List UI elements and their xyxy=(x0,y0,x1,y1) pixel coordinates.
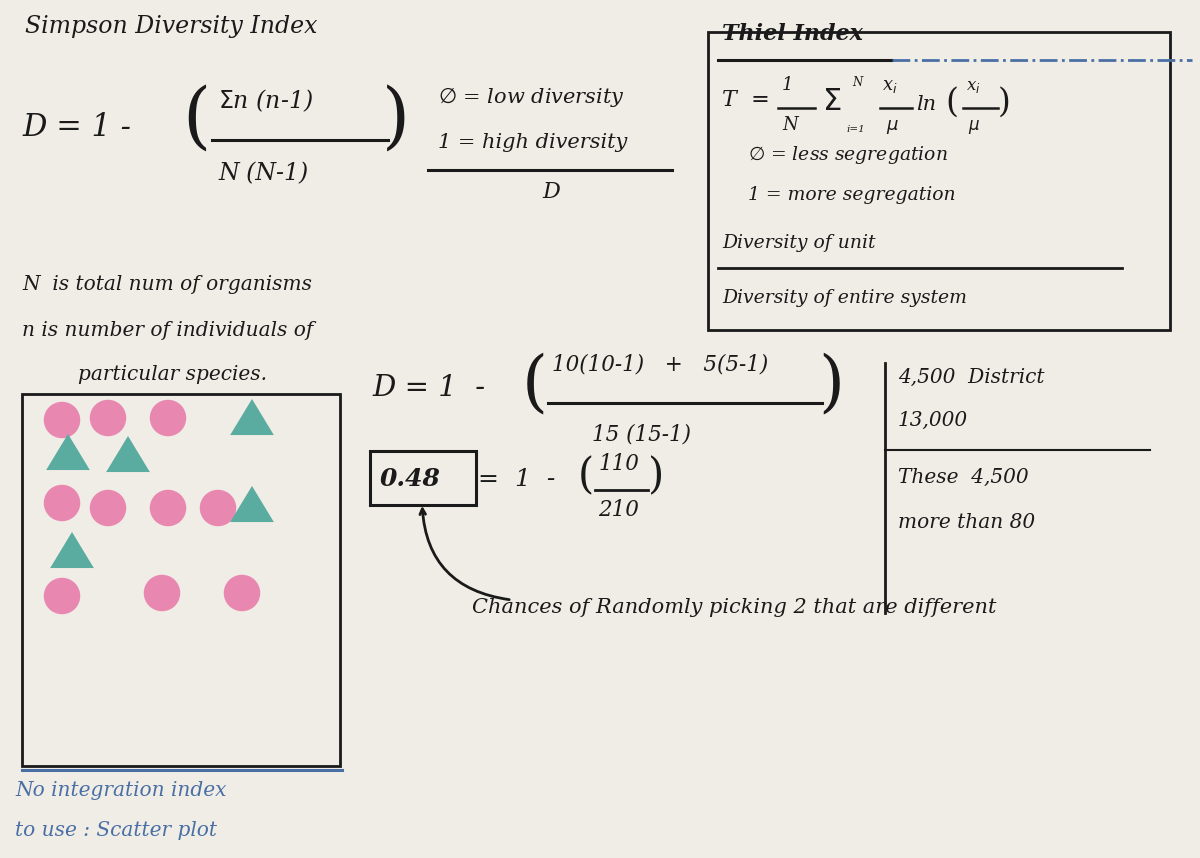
Text: Simpson Diversity Index: Simpson Diversity Index xyxy=(25,15,318,38)
Text: ln: ln xyxy=(916,95,936,114)
Text: 0.48: 0.48 xyxy=(380,467,440,491)
Text: ): ) xyxy=(382,84,410,155)
Circle shape xyxy=(91,491,125,525)
Text: No integration index: No integration index xyxy=(14,781,227,800)
Text: N: N xyxy=(852,76,863,89)
Polygon shape xyxy=(108,438,148,471)
Text: x$_i$: x$_i$ xyxy=(882,77,898,95)
Text: ): ) xyxy=(648,455,665,497)
Text: =  1  -: = 1 - xyxy=(478,468,556,491)
Text: N  is total num of organisms: N is total num of organisms xyxy=(22,275,312,294)
Text: D = 1 -: D = 1 - xyxy=(22,112,131,143)
Polygon shape xyxy=(232,401,272,434)
Text: x$_i$: x$_i$ xyxy=(966,78,980,95)
Text: 1 = more segregation: 1 = more segregation xyxy=(748,186,955,204)
Text: ): ) xyxy=(998,87,1010,119)
Circle shape xyxy=(91,401,125,435)
Circle shape xyxy=(46,486,79,520)
Text: $\emptyset$ = low diversity: $\emptyset$ = low diversity xyxy=(438,85,625,109)
Text: ): ) xyxy=(818,352,844,417)
Text: i=1: i=1 xyxy=(846,125,865,134)
Text: particular species.: particular species. xyxy=(78,365,266,384)
Text: $\emptyset$ = less segregation: $\emptyset$ = less segregation xyxy=(748,144,948,166)
Text: (: ( xyxy=(578,455,594,497)
Circle shape xyxy=(226,576,259,610)
Polygon shape xyxy=(48,436,88,469)
Circle shape xyxy=(46,579,79,613)
Polygon shape xyxy=(52,534,92,567)
Text: 210: 210 xyxy=(598,499,638,521)
Text: 15 (15-1): 15 (15-1) xyxy=(592,423,691,445)
Text: to use : Scatter plot: to use : Scatter plot xyxy=(14,821,217,840)
Text: D = 1  -: D = 1 - xyxy=(372,374,485,402)
Text: T  =: T = xyxy=(722,89,769,111)
Circle shape xyxy=(145,576,179,610)
Text: Diversity of entire system: Diversity of entire system xyxy=(722,289,967,307)
Text: These  4,500: These 4,500 xyxy=(898,468,1028,487)
Circle shape xyxy=(46,403,79,437)
Text: $\mu$: $\mu$ xyxy=(886,118,899,136)
Text: 1: 1 xyxy=(782,76,793,94)
Text: $\Sigma$: $\Sigma$ xyxy=(822,86,841,117)
Text: Thiel Index: Thiel Index xyxy=(722,23,863,45)
Text: $\mu$: $\mu$ xyxy=(968,118,980,136)
Text: 4,500  District: 4,500 District xyxy=(898,368,1044,387)
Text: Diversity of unit: Diversity of unit xyxy=(722,234,876,252)
Text: N (N-1): N (N-1) xyxy=(218,162,308,185)
Circle shape xyxy=(151,491,185,525)
Text: (: ( xyxy=(522,352,548,417)
Circle shape xyxy=(202,491,235,525)
Text: Chances of Randomly picking 2 that are different: Chances of Randomly picking 2 that are d… xyxy=(472,598,996,617)
Text: n is number of individuals of: n is number of individuals of xyxy=(22,321,313,340)
Text: 1 = high diversity: 1 = high diversity xyxy=(438,133,628,152)
Polygon shape xyxy=(232,488,272,521)
Circle shape xyxy=(151,401,185,435)
Text: 13,000: 13,000 xyxy=(898,411,968,430)
Text: $\Sigma$n (n-1): $\Sigma$n (n-1) xyxy=(218,88,313,114)
Text: 110: 110 xyxy=(598,453,638,475)
Text: more than 80: more than 80 xyxy=(898,513,1036,532)
Text: 10(10-1)   +   5(5-1): 10(10-1) + 5(5-1) xyxy=(552,353,768,375)
Text: D: D xyxy=(542,181,560,203)
Text: (: ( xyxy=(946,87,958,119)
Text: (: ( xyxy=(182,84,210,155)
Text: N: N xyxy=(782,116,798,134)
